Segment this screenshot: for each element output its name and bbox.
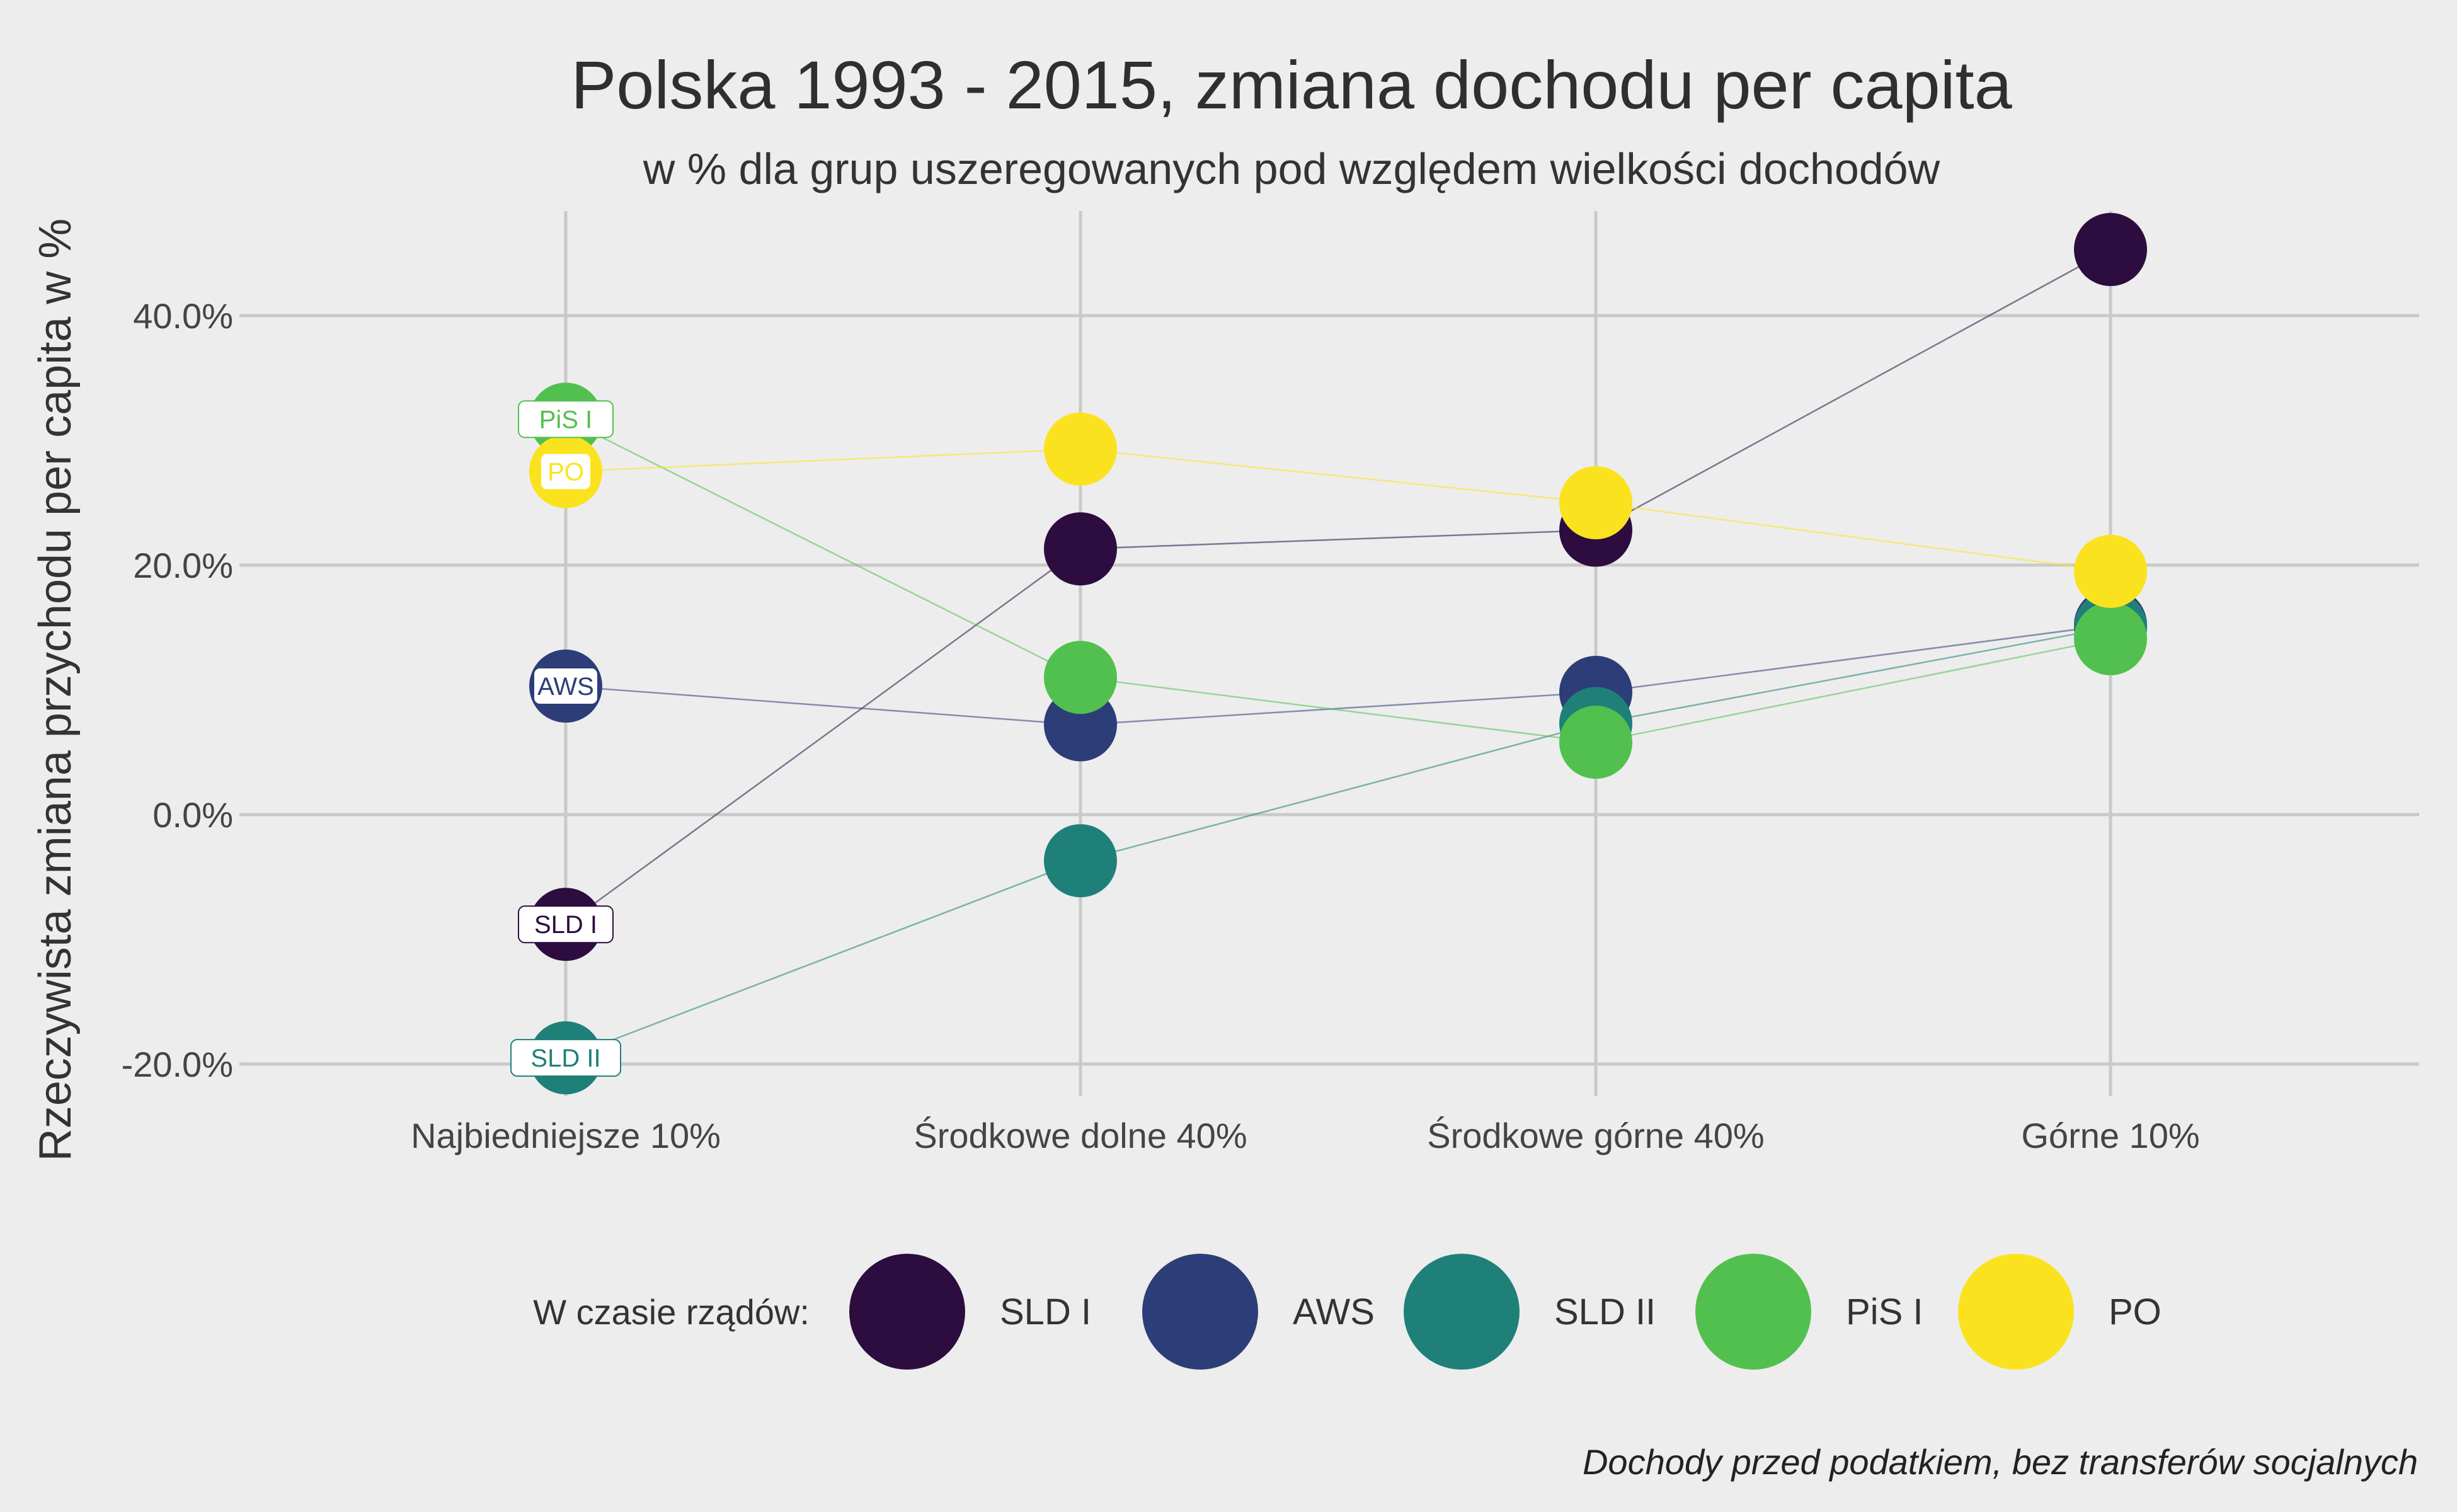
x-tick-label: Najbiedniejsze 10% bbox=[411, 1116, 721, 1155]
x-tick-label: Środkowe dolne 40% bbox=[914, 1116, 1247, 1155]
legend-title: W czasie rządów: bbox=[533, 1292, 810, 1332]
point-label-box bbox=[518, 400, 614, 438]
series-line-pis-i bbox=[565, 418, 2111, 743]
legend-label: PO bbox=[2109, 1292, 2162, 1332]
legend-label: SLD II bbox=[1554, 1292, 1656, 1332]
y-tick-label: -20.0% bbox=[122, 1045, 233, 1084]
y-tick-label: 40.0% bbox=[133, 296, 233, 336]
legend-key-sld-i bbox=[849, 1254, 965, 1370]
point-label-box bbox=[510, 1039, 621, 1077]
legend-key-aws bbox=[1142, 1254, 1258, 1370]
legend-label: SLD I bbox=[1000, 1292, 1091, 1332]
series-line-sld-ii bbox=[565, 626, 2111, 1059]
point-sld-ii bbox=[1044, 824, 1117, 898]
series-line-aws bbox=[565, 624, 2111, 726]
y-tick-label: 0.0% bbox=[152, 795, 233, 835]
point-sld-i bbox=[2074, 213, 2147, 287]
y-tick-label: 20.0% bbox=[133, 546, 233, 585]
point-label: AWS bbox=[537, 673, 594, 701]
point-label: SLD I bbox=[534, 911, 597, 939]
point-label: PiS I bbox=[539, 406, 592, 433]
data-points bbox=[529, 213, 2147, 1095]
legend-label: PiS I bbox=[1846, 1292, 1923, 1332]
legend: W czasie rządów: SLD I AWS SLD II PiS I PO bbox=[533, 1254, 2162, 1370]
series-lines bbox=[565, 248, 2111, 1059]
point-label-box bbox=[540, 452, 592, 491]
point-labels: SLD I AWS SLD II PiS I PO bbox=[510, 400, 621, 1077]
caption: Dochody przed podatkiem, bez transferów … bbox=[1583, 1442, 2418, 1482]
point-po bbox=[1044, 412, 1117, 486]
x-tick-labels: Najbiedniejsze 10% Środkowe dolne 40% Środ… bbox=[411, 1116, 2200, 1155]
x-tick-label: Środkowe górne 40% bbox=[1427, 1116, 1764, 1155]
point-pis-i bbox=[1559, 706, 1632, 779]
series-line-sld-i bbox=[565, 248, 2111, 925]
legend-label: AWS bbox=[1293, 1292, 1375, 1332]
y-tick-labels: 40.0% 20.0% 0.0% -20.0% bbox=[122, 296, 233, 1084]
legend-key-sld-ii bbox=[1404, 1254, 1520, 1370]
point-pis-i bbox=[1044, 641, 1117, 714]
point-label-box bbox=[533, 667, 598, 706]
point-label-box bbox=[518, 905, 614, 944]
point-pis-i bbox=[2074, 602, 2147, 675]
point-label: PO bbox=[547, 459, 584, 486]
x-tick-label: Górne 10% bbox=[2021, 1116, 2199, 1155]
y-axis-label: Rzeczywista zmiana przychodu per capita … bbox=[30, 219, 81, 1162]
chart-subtitle: w % dla grup uszeregowanych pod względem… bbox=[643, 144, 1940, 193]
point-po bbox=[2074, 534, 2147, 608]
point-label: SLD II bbox=[530, 1045, 600, 1072]
point-po bbox=[1559, 466, 1632, 539]
point-sld-i bbox=[1044, 512, 1117, 586]
chart-title: Polska 1993 - 2015, zmiana dochodu per c… bbox=[571, 47, 2012, 123]
series-line-po bbox=[565, 448, 2111, 573]
legend-key-po bbox=[1958, 1254, 2074, 1370]
legend-key-pis-i bbox=[1695, 1254, 1811, 1370]
